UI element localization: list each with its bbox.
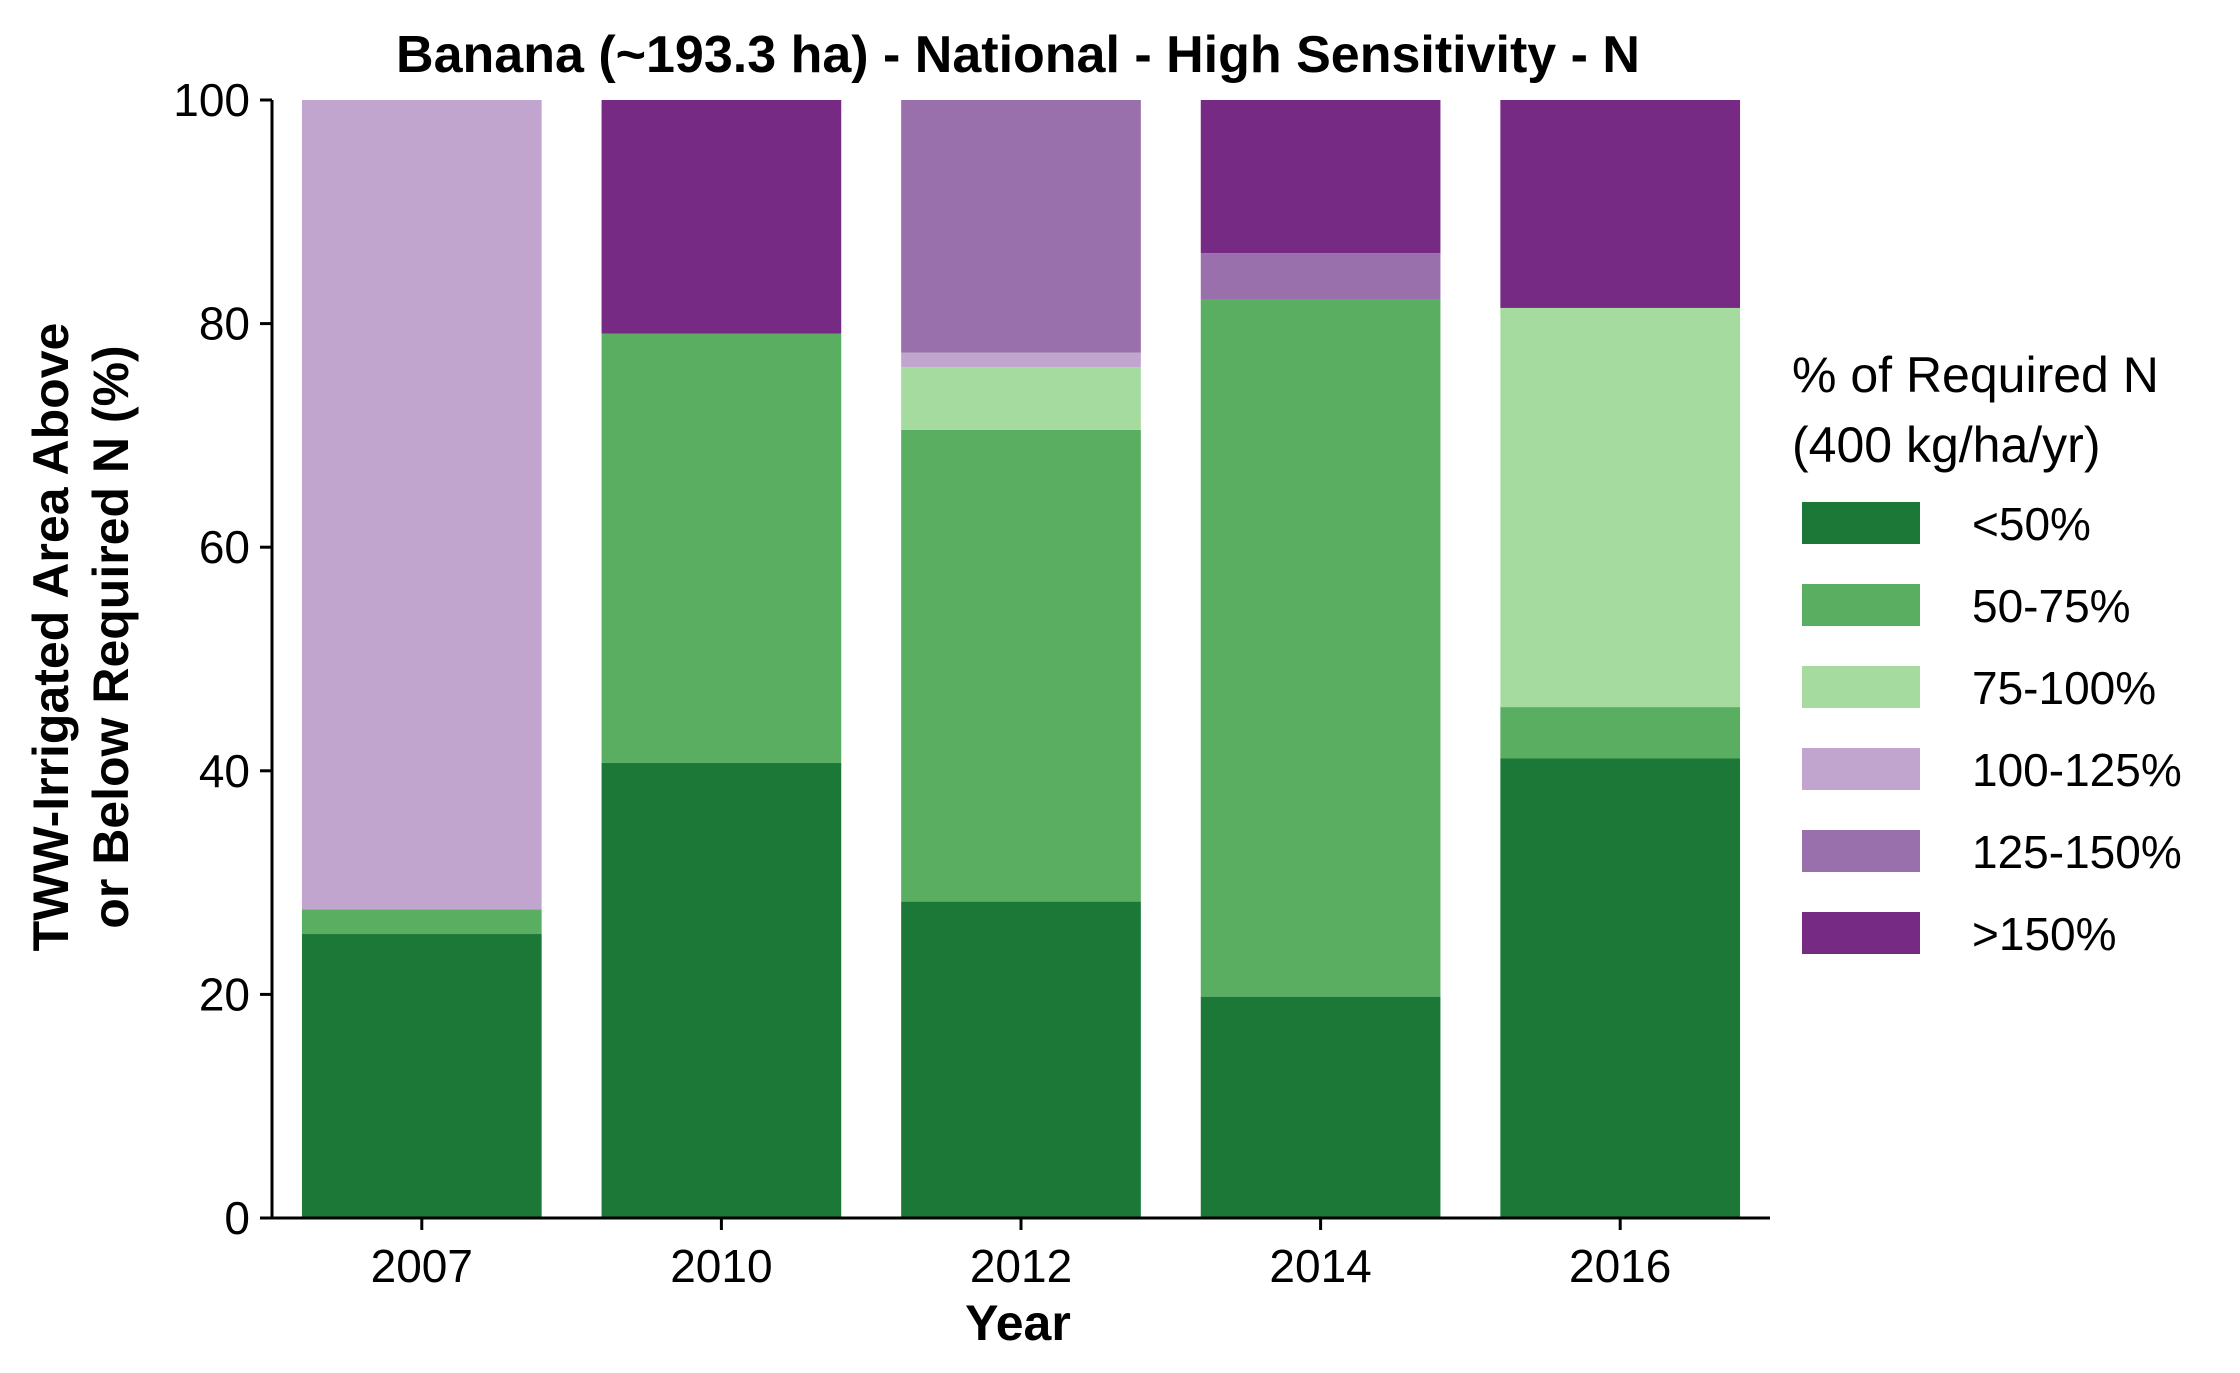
bar-2007-lt50pct — [301, 934, 542, 1218]
y-tick-label-100: 100 — [173, 74, 250, 126]
bar-2007-100-125pct — [301, 100, 542, 910]
legend-label-50-75pct: 50-75% — [1972, 580, 2131, 632]
y-axis-label: TWW-Irrigated Area Above or Below Requir… — [23, 323, 139, 952]
x-tick-label-2010: 2010 — [670, 1240, 772, 1292]
y-axis-label-line-1: TWW-Irrigated Area Above — [23, 323, 79, 952]
bar-2010-lt50pct — [601, 762, 842, 1218]
y-tick-label-80: 80 — [199, 298, 250, 350]
x-tick-label-2014: 2014 — [1269, 1240, 1371, 1292]
legend-swatch-50-75pct — [1802, 584, 1920, 626]
legend-label-lt50pct: <50% — [1972, 498, 2091, 550]
bar-2007-50-75pct — [301, 909, 542, 935]
bar-2012-50-75pct — [901, 429, 1141, 902]
legend-title-line-1: % of Required N — [1792, 347, 2159, 403]
x-axis-label: Year — [965, 1295, 1071, 1351]
legend-label-75-100pct: 75-100% — [1972, 662, 2156, 714]
bar-2010-gt150pct — [601, 100, 842, 334]
legend-label-100-125pct: 100-125% — [1972, 744, 2182, 796]
x-tick-label-2007: 2007 — [371, 1240, 473, 1292]
legend-title-line-2: (400 kg/ha/yr) — [1792, 417, 2100, 473]
bar-2012-lt50pct — [901, 901, 1141, 1218]
bar-2014-50-75pct — [1200, 299, 1441, 997]
legend-swatch-100-125pct — [1802, 748, 1920, 790]
y-tick-label-0: 0 — [224, 1192, 250, 1244]
bar-2016-lt50pct — [1500, 758, 1741, 1218]
axes-layer: 0 20 40 60 80 100 2007 2010 2012 2014 2016 — [173, 74, 1770, 1292]
legend-swatch-75-100pct — [1802, 666, 1920, 708]
y-tick-label-40: 40 — [199, 745, 250, 797]
bar-2012-125-150pct — [901, 100, 1141, 353]
bar-2010-50-75pct — [601, 333, 842, 763]
bar-2016-50-75pct — [1500, 707, 1741, 759]
bar-2014-lt50pct — [1200, 996, 1441, 1218]
bars-layer — [301, 100, 1741, 1218]
legend-swatch-125-150pct — [1802, 830, 1920, 872]
legend-swatch-gt150pct — [1802, 912, 1920, 954]
legend-label-gt150pct: >150% — [1972, 908, 2117, 960]
legend-label-125-150pct: 125-150% — [1972, 826, 2182, 878]
y-tick-label-60: 60 — [199, 521, 250, 573]
y-axis-label-line-2: or Below Required N (%) — [83, 345, 139, 928]
bar-2014-125-150pct — [1200, 253, 1441, 300]
y-tick-label-20: 20 — [199, 968, 250, 1020]
chart-title: Banana (~193.3 ha) - National - High Sen… — [396, 26, 1640, 84]
bar-2012-75-100pct — [901, 367, 1141, 430]
x-tick-label-2016: 2016 — [1569, 1240, 1671, 1292]
bar-2012-100-125pct — [901, 352, 1141, 368]
bar-2016-gt150pct — [1500, 100, 1741, 308]
bar-2014-gt150pct — [1200, 100, 1441, 254]
bar-2016-75-100pct — [1500, 307, 1741, 708]
x-tick-label-2012: 2012 — [970, 1240, 1072, 1292]
legend: % of Required N (400 kg/ha/yr) <50% 50-75… — [1792, 347, 2182, 960]
legend-swatch-lt50pct — [1802, 502, 1920, 544]
